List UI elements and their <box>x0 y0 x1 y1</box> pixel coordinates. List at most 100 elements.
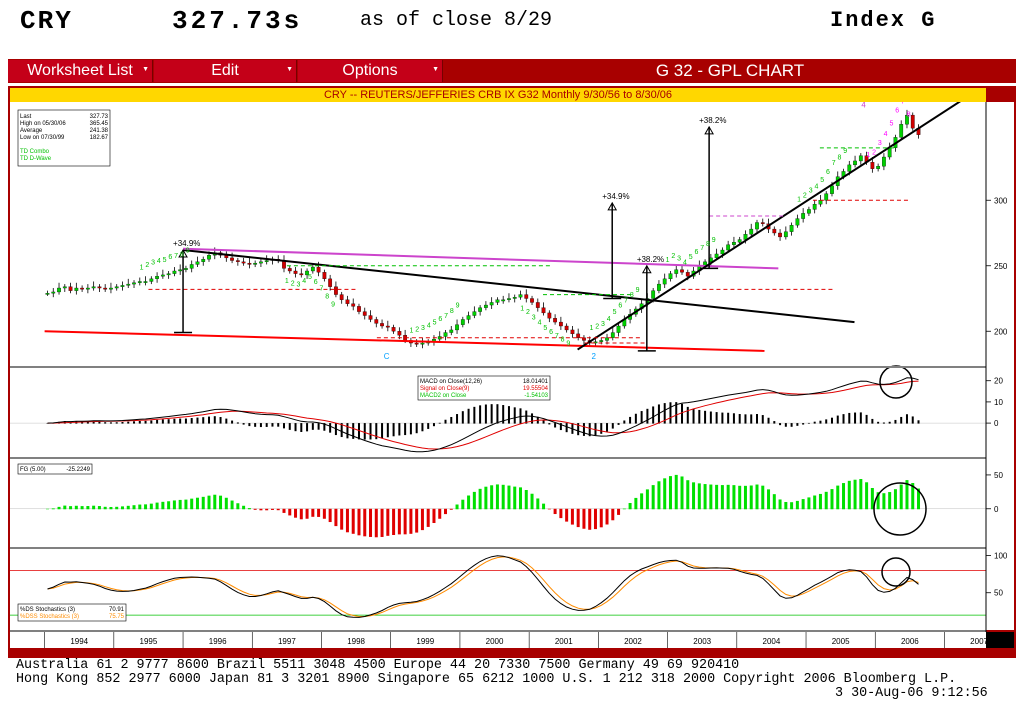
price-candle <box>460 319 465 325</box>
price-candle <box>853 160 857 166</box>
price-candle <box>109 287 113 290</box>
fg-bar <box>328 508 332 523</box>
fg-bar <box>518 487 522 510</box>
fg-bar <box>420 508 424 531</box>
td-count: 5 <box>543 325 547 332</box>
td-count: 8 <box>450 308 454 315</box>
price-candle <box>62 286 67 289</box>
td-count: 9 <box>331 301 335 308</box>
macd2-bar <box>179 418 182 424</box>
macd2-bar <box>479 405 482 424</box>
macd2-bar <box>208 416 211 424</box>
fg-bar <box>818 493 822 510</box>
macd2-bar <box>582 423 585 436</box>
macd2-bar <box>190 418 193 424</box>
y-axis-strip <box>986 102 1014 630</box>
td-count: 2 <box>291 280 295 287</box>
td-count: 4 <box>538 320 542 327</box>
fg-bar <box>853 479 857 510</box>
td-count: 5 <box>308 274 312 281</box>
macd2-bar <box>265 423 268 427</box>
macd2-bar <box>652 406 655 424</box>
fg-bar <box>305 508 309 519</box>
td-count: 7 <box>901 102 905 105</box>
macd2-bar <box>98 421 101 424</box>
td-count: 4 <box>884 131 888 138</box>
fg-bar <box>386 508 390 536</box>
trend-line <box>182 249 855 324</box>
macd2-bar <box>675 402 678 424</box>
ds-line <box>47 555 919 618</box>
td-count: 6 <box>549 329 553 336</box>
price-candle <box>870 162 875 169</box>
macd2-bar <box>721 412 724 424</box>
x-tick-label: 1997 <box>278 637 296 646</box>
price-candle <box>449 329 454 333</box>
fg-legend-value: -25.2249 <box>66 467 90 473</box>
td-count: 1 <box>285 278 289 285</box>
fg-bar <box>403 508 407 535</box>
td-count: 5 <box>163 257 167 264</box>
edit-button[interactable]: Edit ▼ <box>154 60 297 82</box>
stats-value: 241.38 <box>90 128 109 134</box>
macd2-bar <box>161 419 164 424</box>
worksheet-list-button[interactable]: Worksheet List ▼ <box>8 60 153 82</box>
macd2-bar <box>663 403 666 424</box>
fg-bar <box>357 508 361 536</box>
macd2-bar <box>363 423 366 440</box>
td-count: 1 <box>866 152 870 159</box>
price-candle <box>391 327 396 332</box>
price-candle <box>795 218 800 226</box>
fg-bar <box>801 499 805 510</box>
td-count: 9 <box>712 237 716 244</box>
dropdown-arrow-icon: ▼ <box>432 66 439 73</box>
macd2-bar <box>502 405 505 424</box>
macd2-bar <box>490 404 493 424</box>
macd2-bar <box>236 422 239 424</box>
macd2-bar <box>317 423 320 430</box>
macd2-bar <box>606 423 609 432</box>
fg-legend: FG (5.00) -25.2249 <box>17 463 93 475</box>
price-candle <box>518 294 523 298</box>
fg-bar <box>392 508 396 535</box>
fg-bar <box>270 508 274 510</box>
fg-bar <box>570 508 574 525</box>
price-candle <box>80 287 84 290</box>
fg-bar <box>484 486 488 510</box>
fg-bar <box>334 508 338 527</box>
fg-bar <box>461 499 465 510</box>
td-count: 9 <box>186 248 190 255</box>
td-count: 8 <box>907 111 911 118</box>
td-count: 3 <box>809 187 813 194</box>
legends-layer: Last 327.73 High on 05/30/06 365.45 Average 2… <box>17 109 551 622</box>
td-count: 6 <box>694 249 698 256</box>
price-candle <box>489 302 494 306</box>
price-candle <box>316 266 321 273</box>
td-count: 8 <box>561 337 565 344</box>
trend-line <box>577 102 962 351</box>
stats-box-frame <box>17 109 111 167</box>
x-axis-strip <box>10 632 986 648</box>
price-candle <box>605 337 609 341</box>
fg-bar <box>190 498 194 510</box>
stats-label: High on 05/30/06 <box>20 121 66 127</box>
x-tick-label: 1996 <box>209 637 227 646</box>
fg-bar <box>530 493 534 510</box>
price-candle <box>478 307 482 312</box>
macd2-bar <box>381 423 384 439</box>
price-candle <box>247 262 252 265</box>
price-candle <box>651 290 656 299</box>
td-count: 7 <box>700 245 704 252</box>
edit-label: Edit <box>211 62 239 79</box>
fg-panel <box>10 474 986 538</box>
macd2-bar <box>484 404 487 424</box>
td-count: 2 <box>415 326 419 333</box>
fg-bar <box>472 491 476 510</box>
macd2-bar <box>133 421 136 424</box>
macd2-bar <box>888 421 891 424</box>
options-button[interactable]: Options ▼ <box>298 60 443 82</box>
fg-y-label: 50 <box>994 471 1003 480</box>
stoch-legend: %DS Stochastics (3) 70.91 %DSS Stochastics… <box>17 603 127 622</box>
td-count: 2 <box>872 149 876 156</box>
price-candle <box>305 270 309 276</box>
